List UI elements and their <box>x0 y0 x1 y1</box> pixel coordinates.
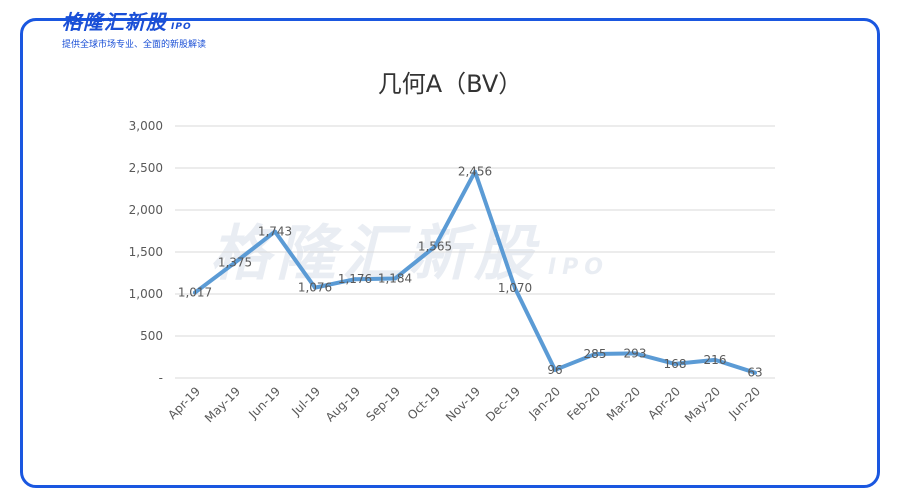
x-tick-label: Dec-19 <box>483 384 523 424</box>
data-point <box>193 290 197 295</box>
chart-frame <box>20 18 880 488</box>
data-point <box>513 286 517 291</box>
series-line <box>193 169 757 375</box>
y-tick-label: 500 <box>140 329 163 343</box>
x-tick-label: Jan-20 <box>526 384 564 422</box>
data-label: 293 <box>624 346 647 360</box>
y-tick-label: 1,000 <box>129 287 163 301</box>
data-point <box>393 276 397 281</box>
x-tick-label: Aug-19 <box>323 384 363 424</box>
data-point <box>593 352 597 357</box>
data-point <box>633 351 637 356</box>
data-label: 1,176 <box>338 272 372 286</box>
data-label: 1,565 <box>418 240 452 254</box>
data-label: 1,375 <box>218 256 252 270</box>
data-point <box>313 285 317 290</box>
x-tick-label: Mar-20 <box>604 384 643 423</box>
data-label: 96 <box>547 363 562 377</box>
data-label: 216 <box>704 353 727 367</box>
data-point <box>753 370 757 375</box>
data-point <box>473 169 477 174</box>
x-tick-label: Jun-20 <box>725 384 763 422</box>
data-point <box>713 357 717 362</box>
data-label: 1,070 <box>498 281 532 295</box>
data-label: 168 <box>664 357 687 371</box>
x-tick-label: Apr-20 <box>645 384 683 422</box>
data-label: 1,076 <box>298 281 332 295</box>
data-label: 1,017 <box>178 286 212 300</box>
data-point <box>273 229 277 234</box>
brand-tag: IPO <box>171 22 192 32</box>
x-tick-label: May-19 <box>202 384 243 425</box>
brand-logo: 格隆汇新股 IPO <box>62 6 206 35</box>
data-label: 63 <box>747 366 762 380</box>
data-point <box>553 367 557 372</box>
y-tick-label: 3,000 <box>129 119 163 133</box>
x-tick-label: Apr-19 <box>165 384 203 422</box>
data-point <box>233 260 237 265</box>
x-tick-label: Nov-19 <box>443 384 483 424</box>
data-label: 2,456 <box>458 165 492 179</box>
data-label: 1,184 <box>378 272 412 286</box>
y-tick-label: - <box>159 371 163 385</box>
data-point <box>673 361 677 366</box>
y-tick-label: 2,500 <box>129 161 163 175</box>
x-tick-label: Feb-20 <box>564 384 603 423</box>
data-point <box>433 244 437 249</box>
x-tick-label: Sep-19 <box>363 384 403 424</box>
y-tick-label: 2,000 <box>129 203 163 217</box>
x-tick-label: Jul-19 <box>288 384 323 419</box>
data-point <box>353 277 357 282</box>
data-label: 285 <box>584 347 607 361</box>
x-tick-label: May-20 <box>682 384 723 425</box>
data-label: 1,743 <box>258 225 292 239</box>
chart-title: 几何A（BV） <box>377 70 523 98</box>
y-tick-label: 1,500 <box>129 245 163 259</box>
brand-name: 格隆汇新股 <box>62 10 167 34</box>
brand-header: 格隆汇新股 IPO 提供全球市场专业、全面的新股解读 <box>62 6 206 50</box>
brand-slogan: 提供全球市场专业、全面的新股解读 <box>62 40 207 50</box>
x-tick-label: Oct-19 <box>405 384 443 422</box>
x-tick-label: Jun-19 <box>245 384 283 422</box>
watermark-tag: IPO <box>548 255 610 280</box>
